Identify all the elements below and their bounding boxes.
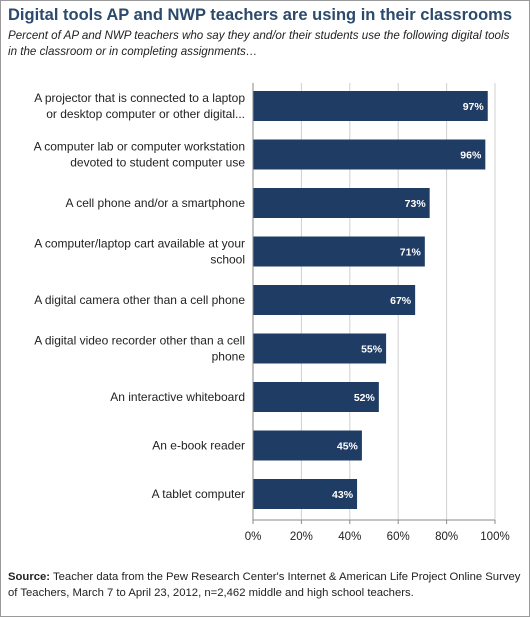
bar xyxy=(253,430,362,461)
bar-value-label: 52% xyxy=(354,392,376,404)
category-label: devoted to student computer use xyxy=(70,156,245,170)
category-label: school xyxy=(210,253,245,267)
category-label: A cell phone and/or a smartphone xyxy=(66,196,246,210)
category-label: A projector that is connected to a lapto… xyxy=(34,91,245,105)
bar-value-label: 97% xyxy=(463,101,485,113)
bar xyxy=(253,139,486,170)
x-tick-label: 60% xyxy=(387,531,410,543)
bar xyxy=(253,333,387,364)
bar xyxy=(253,382,379,412)
category-label: An e-book reader xyxy=(152,439,245,453)
source-note: Source: Teacher data from the Pew Resear… xyxy=(8,569,524,601)
bar-value-label: 45% xyxy=(337,441,359,453)
bar-value-label: 55% xyxy=(361,344,383,356)
category-label: A computer/laptop cart available at your xyxy=(34,237,245,251)
category-label: A computer lab or computer workstation xyxy=(34,140,245,154)
source-label: Source: xyxy=(8,571,51,583)
x-tick-label: 40% xyxy=(338,531,361,543)
category-label: An interactive whiteboard xyxy=(110,390,245,404)
bar xyxy=(253,285,416,315)
category-label: A tablet computer xyxy=(152,487,245,501)
bar-value-label: 73% xyxy=(405,198,427,210)
x-tick-label: 80% xyxy=(435,531,458,543)
bar xyxy=(253,479,358,509)
bar-value-label: 43% xyxy=(332,489,354,501)
bar xyxy=(253,188,430,218)
bar-value-label: 67% xyxy=(390,295,412,307)
bar xyxy=(253,91,488,121)
category-label: phone xyxy=(212,350,246,364)
category-label: A digital video recorder other than a ce… xyxy=(34,334,245,348)
chart-title: Digital tools AP and NWP teachers are us… xyxy=(8,6,512,24)
category-label: or desktop computer or other digital... xyxy=(46,107,245,121)
bar-value-label: 96% xyxy=(460,150,482,162)
x-tick-label: 100% xyxy=(480,531,509,543)
source-text: Teacher data from the Pew Research Cente… xyxy=(8,571,521,599)
x-tick-label: 20% xyxy=(290,531,313,543)
chart-subtitle: Percent of AP and NWP teachers who say t… xyxy=(8,29,510,58)
category-label: A digital camera other than a cell phone xyxy=(34,293,245,307)
bar-value-label: 71% xyxy=(400,247,422,259)
bar xyxy=(253,236,425,267)
x-tick-label: 0% xyxy=(245,531,262,543)
